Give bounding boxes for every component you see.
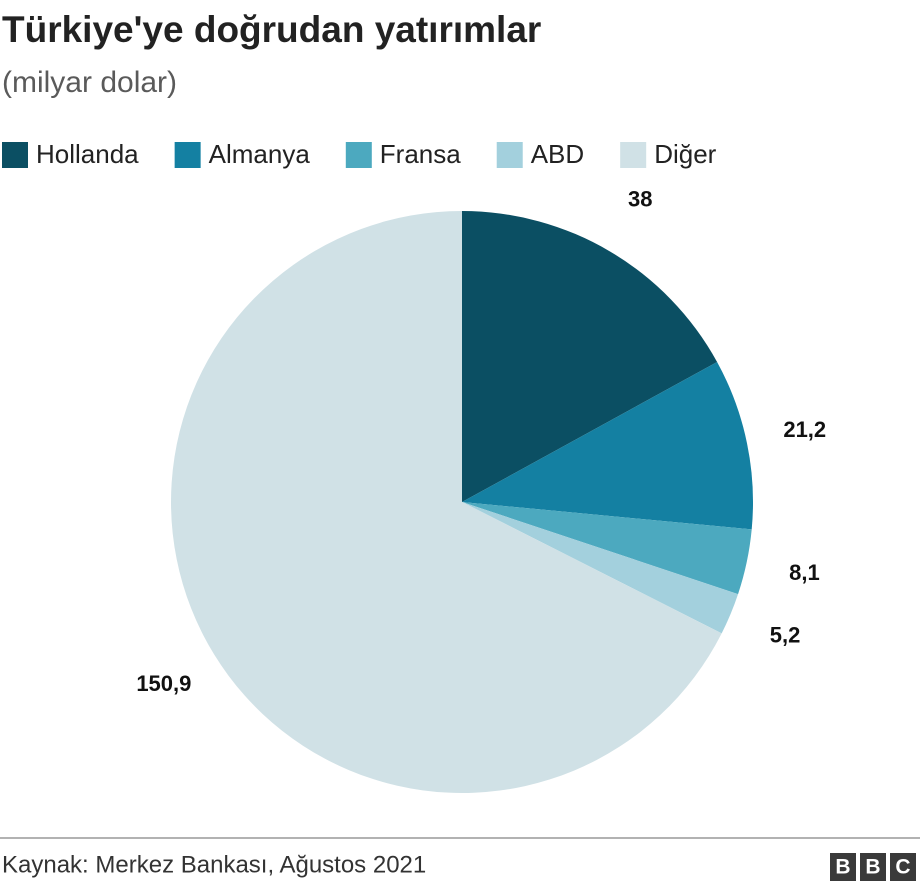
source: Kaynak: Merkez Bankası, Ağustos 2021 (2, 851, 426, 878)
data-label: 8,1 (789, 560, 820, 585)
legend-swatch (620, 142, 647, 168)
logo-letter: B (835, 856, 850, 879)
logo-box (830, 853, 856, 881)
data-label: 5,2 (770, 623, 801, 648)
logo-box (860, 853, 886, 881)
pie-slice (171, 211, 722, 794)
logo-letter: B (865, 856, 880, 879)
legend-swatch (174, 142, 201, 168)
chart-title: Türkiye'ye doğrudan yatırımlar (2, 9, 541, 50)
legend-label: ABD (531, 139, 584, 169)
chart-subtitle: (milyar dolar) (2, 66, 177, 99)
legend-label: Hollanda (36, 139, 139, 169)
pie-slice (462, 211, 718, 502)
legend-swatch (496, 142, 523, 168)
legend-swatch (2, 142, 28, 168)
logo-box (890, 853, 916, 881)
data-label: 150,9 (136, 671, 191, 696)
legend-label: Almanya (209, 139, 311, 169)
pie-slice (462, 502, 739, 634)
pie-slice (462, 361, 753, 530)
legend-label: Diğer (654, 139, 716, 169)
data-label: 38 (628, 187, 652, 212)
pie-slice (462, 502, 752, 595)
data-label: 21,2 (783, 417, 826, 442)
legend-label: Fransa (380, 139, 461, 169)
logo-letter: C (895, 856, 910, 879)
legend-swatch (345, 142, 372, 168)
